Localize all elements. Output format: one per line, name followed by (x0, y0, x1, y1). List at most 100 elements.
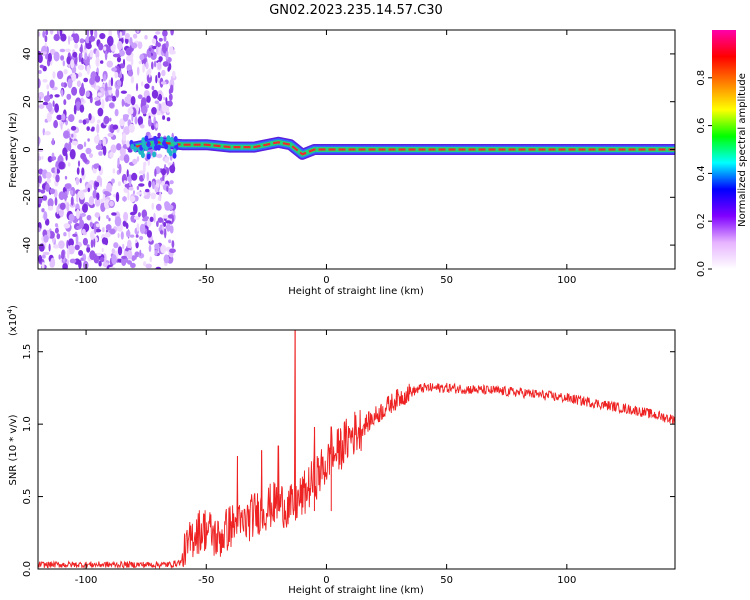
noise-blob (94, 228, 102, 233)
noise-blob (127, 107, 134, 115)
noise-blob (41, 155, 44, 160)
noise-blob (101, 78, 104, 82)
noise-blob (47, 102, 53, 113)
noise-blob (54, 223, 59, 228)
noise-blob (148, 118, 152, 127)
noise-blob (156, 153, 163, 159)
noise-blob (96, 123, 100, 134)
noise-blob (136, 30, 140, 33)
noise-blob (81, 167, 85, 176)
noise-blob (165, 50, 169, 60)
noise-blob (129, 181, 132, 187)
noise-blob (115, 88, 120, 98)
noise-blob (148, 134, 152, 140)
noise-blob (145, 61, 149, 70)
ridge-onset-blob (159, 136, 164, 143)
noise-blob (114, 71, 119, 79)
noise-blob (157, 90, 163, 95)
noise-blob (163, 35, 167, 42)
noise-blob (91, 126, 95, 131)
noise-blob (151, 89, 159, 99)
noise-blob (43, 95, 51, 102)
noise-blob (86, 30, 90, 37)
noise-blob (89, 221, 94, 228)
noise-blob (166, 204, 174, 211)
noise-blob (163, 254, 170, 264)
noise-blob (85, 43, 92, 50)
noise-blob (157, 132, 161, 138)
noise-blob (162, 115, 166, 120)
noise-blob (104, 50, 108, 61)
x-tick-label: 100 (557, 275, 576, 286)
noise-blob (60, 82, 65, 87)
noise-blob (136, 156, 140, 162)
noise-blob (72, 51, 78, 58)
ridge-onset-blob (144, 135, 149, 142)
noise-blob (117, 246, 123, 256)
noise-blob (66, 202, 70, 212)
ridge-core (133, 141, 675, 156)
noise-blob (69, 149, 76, 160)
noise-blob (43, 251, 50, 256)
ridge-onset-blob (146, 153, 151, 160)
noise-blob (74, 244, 80, 251)
noise-blob (64, 183, 72, 189)
noise-blob (108, 30, 113, 38)
noise-blob (109, 117, 112, 122)
noise-blob (86, 126, 90, 131)
colorbar-tick-label: 0.4 (696, 165, 707, 181)
noise-blob (137, 212, 141, 218)
noise-blob (56, 114, 63, 121)
noise-blob (81, 57, 84, 65)
ridge-onset-blob (164, 143, 169, 150)
noise-blob (79, 104, 85, 113)
noise-blob (111, 212, 117, 216)
noise-blob (136, 191, 142, 195)
noise-blob (98, 151, 103, 156)
noise-blob (105, 96, 109, 102)
noise-blob (52, 137, 55, 146)
ridge-onset-blob (152, 151, 157, 158)
noise-blob (78, 250, 84, 256)
noise-blob (132, 158, 138, 165)
noise-blob (45, 218, 50, 226)
noise-blob (59, 202, 66, 210)
noise-blob (128, 123, 135, 133)
noise-blob (55, 174, 60, 183)
noise-blob (38, 155, 42, 161)
noise-blob (172, 70, 176, 79)
y-tick-label: 40 (22, 48, 33, 61)
noise-blob (126, 169, 129, 178)
noise-blob (143, 195, 150, 199)
noise-blob (66, 93, 72, 100)
noise-blob (124, 37, 129, 44)
spectrogram-y-ticks: -40 -20 0 20 40 (22, 48, 675, 253)
noise-blob (86, 214, 92, 221)
noise-blob (107, 35, 114, 47)
noise-blob (99, 177, 103, 188)
noise-blob (122, 132, 127, 142)
noise-blob (73, 33, 80, 44)
noise-blob (96, 119, 101, 124)
noise-blob (161, 168, 167, 176)
noise-blob (135, 83, 139, 92)
noise-blob (56, 205, 60, 215)
noise-blob (143, 161, 147, 167)
noise-blob (49, 30, 54, 35)
noise-blob (60, 55, 65, 61)
noise-blob (149, 216, 154, 222)
noise-blob (129, 37, 133, 46)
snr-panel: -100 -50 0 50 100 0.0 0.5 1.0 1.5 Height of str… (6, 305, 676, 596)
noise-blob (163, 222, 167, 227)
noise-blob (38, 254, 43, 263)
noise-blob (111, 248, 116, 255)
noise-blob (106, 215, 109, 219)
noise-blob (166, 117, 171, 122)
noise-blob (116, 143, 122, 151)
noise-blob (42, 128, 45, 136)
noise-blob (58, 209, 63, 217)
noise-blob (90, 231, 95, 240)
x-tick-label: 0 (323, 575, 329, 586)
noise-blob (97, 107, 104, 117)
noise-blob (71, 140, 79, 146)
